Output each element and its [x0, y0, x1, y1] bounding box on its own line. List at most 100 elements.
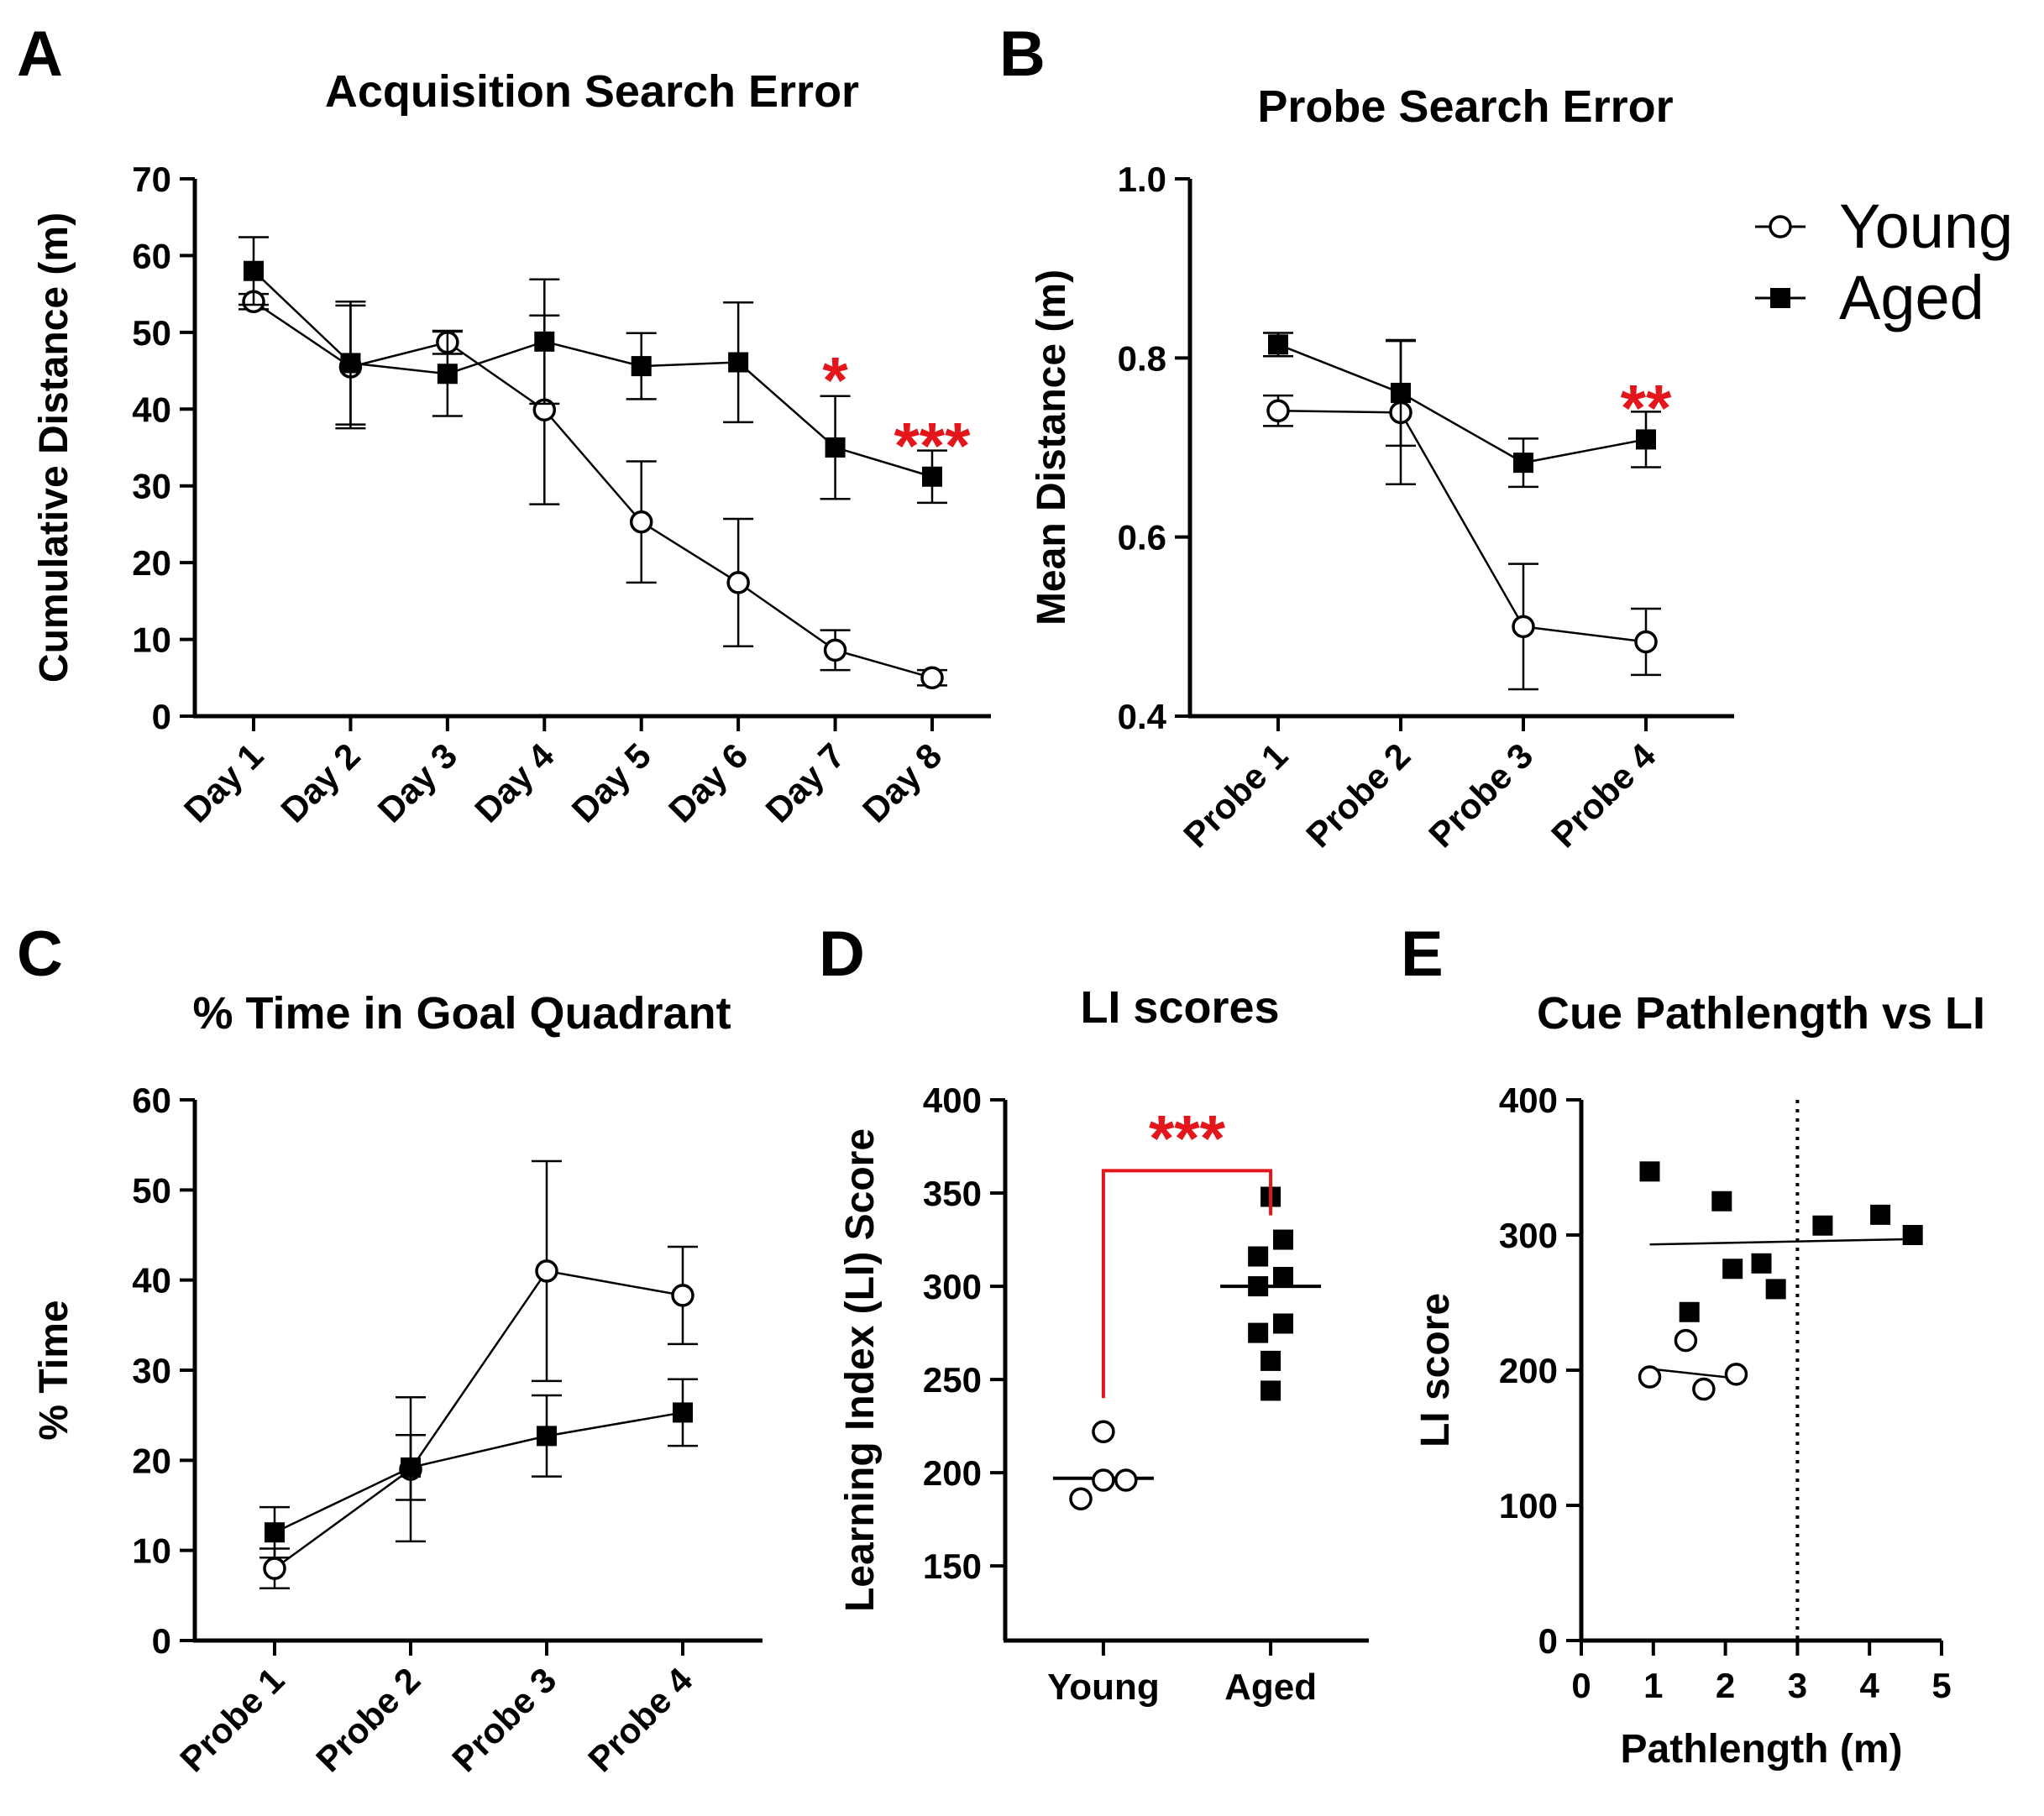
y-axis-label: Cumulative Distance (m) [32, 212, 76, 683]
legend-label: Aged [1839, 263, 1984, 332]
data-point [437, 364, 458, 385]
panel-a: A Acquisition Search Error 0 10 20 30 40 50 60 70… [17, 18, 991, 830]
y-tick-label: 400 [923, 1081, 982, 1120]
x-tick-label: Day 5 [564, 735, 658, 829]
panel-e: E Cue Pathlength vs LI 0 100 200 300 400 LI sco… [1401, 918, 1985, 1772]
x-tick-label: Day 7 [757, 735, 852, 829]
data-point [1248, 1276, 1269, 1297]
data-point [1870, 1204, 1891, 1225]
group-aged [1220, 1186, 1322, 1401]
data-point [1248, 1322, 1269, 1343]
y-tick-label: 300 [1499, 1216, 1558, 1255]
data-point [535, 1259, 558, 1283]
data-point [263, 1557, 286, 1580]
x-tick-label: Probe 2 [308, 1660, 427, 1779]
panel-b: B Probe Search Error 0.4 0.6 0.8 1.0 Mean Dist… [999, 18, 2013, 855]
data-point [823, 638, 847, 662]
data-point [1512, 615, 1535, 639]
data-point [1268, 334, 1288, 355]
x-tick-label: 4 [1860, 1666, 1880, 1705]
series-aged [1263, 332, 1661, 489]
x-tick-label: Probe 3 [444, 1660, 563, 1779]
x-axis-label: Pathlength (m) [1621, 1727, 1903, 1772]
y-tick-label: 0.4 [1118, 697, 1167, 736]
y-tick-label: 0 [152, 1621, 171, 1661]
legend-marker [1770, 288, 1790, 308]
y-tick-label: 30 [132, 467, 171, 506]
data-point [1513, 453, 1533, 474]
data-point [1273, 1313, 1294, 1334]
data-point [920, 666, 944, 690]
data-point [1266, 399, 1290, 423]
series-line [274, 1411, 684, 1534]
y-tick-label: 60 [132, 236, 171, 275]
y-tick-label: 40 [132, 390, 171, 429]
data-point [631, 356, 652, 377]
x-tick-label: Probe 1 [1176, 735, 1295, 855]
y-tick-label: 200 [923, 1453, 982, 1493]
y-axis-label: LI score [1413, 1293, 1458, 1447]
data-point [629, 510, 653, 534]
y-tick-label: 200 [1499, 1351, 1558, 1390]
y-tick-label: 400 [1499, 1081, 1558, 1120]
data-point [1751, 1253, 1772, 1274]
data-point [728, 352, 749, 373]
significance-bracket [1101, 1169, 1273, 1399]
y-tick-label: 150 [923, 1546, 982, 1586]
panel-letter: E [1401, 918, 1444, 990]
y-tick-label: 50 [132, 1170, 171, 1210]
legend-marker [1769, 215, 1792, 238]
x-tick-label: 0 [1571, 1666, 1591, 1705]
data-point [1765, 1279, 1786, 1300]
data-point [726, 571, 750, 594]
fit-line [1649, 1368, 1737, 1379]
data-point [1692, 1377, 1716, 1401]
significance-marker: ** [1621, 370, 1672, 444]
data-point [1674, 1328, 1698, 1353]
y-tick-label: 10 [132, 620, 171, 660]
legend-label: Young [1839, 191, 2013, 261]
series-line [274, 1269, 684, 1570]
data-point [1812, 1215, 1833, 1236]
x-tick-label: Probe 1 [172, 1660, 291, 1779]
data-point [401, 1457, 421, 1478]
panel-d: D LI scores 150 200 250 300 350 400 Learning Ind… [819, 918, 1369, 1708]
x-tick-label: Day 8 [855, 735, 949, 829]
data-point [1639, 1161, 1660, 1182]
data-point [1638, 1365, 1662, 1389]
series-aged [238, 236, 947, 505]
panel-letter: C [17, 918, 63, 990]
x-tick-label: Day 3 [370, 735, 464, 829]
x-tick-label: Probe 4 [1543, 735, 1664, 856]
series-young [1638, 1328, 1748, 1401]
data-point [1273, 1266, 1294, 1287]
x-tick-label: Probe 3 [1421, 735, 1540, 855]
y-tick-label: 40 [132, 1261, 171, 1301]
y-axis-label: Mean Distance (m) [1030, 270, 1074, 625]
data-point [1679, 1301, 1700, 1322]
data-point [1634, 630, 1658, 654]
y-tick-label: 60 [132, 1081, 171, 1120]
series-line [253, 270, 933, 478]
x-tick-label: Day 2 [273, 735, 367, 829]
y-tick-label: 0.8 [1118, 338, 1166, 378]
y-tick-label: 250 [923, 1360, 982, 1400]
series-aged [259, 1378, 698, 1559]
data-point [1722, 1259, 1743, 1280]
data-point [922, 466, 942, 487]
data-point [1092, 1420, 1115, 1444]
data-point [671, 1284, 694, 1307]
series-aged [1639, 1161, 1923, 1322]
data-point [1391, 382, 1411, 403]
data-point [1260, 1350, 1281, 1371]
chart-title: LI scores [1080, 982, 1279, 1033]
y-tick-label: 0 [1538, 1621, 1558, 1661]
y-axis-label: Learning Index (LI) Score [838, 1128, 883, 1612]
data-point [244, 260, 264, 281]
data-point [1636, 429, 1656, 450]
series-line [253, 301, 933, 679]
panel-c: C % Time in Goal Quadrant 0 10 20 30 40 50 60 % T… [17, 918, 763, 1779]
x-tick-label: 5 [1931, 1666, 1951, 1705]
y-tick-label: 1.0 [1118, 160, 1166, 199]
